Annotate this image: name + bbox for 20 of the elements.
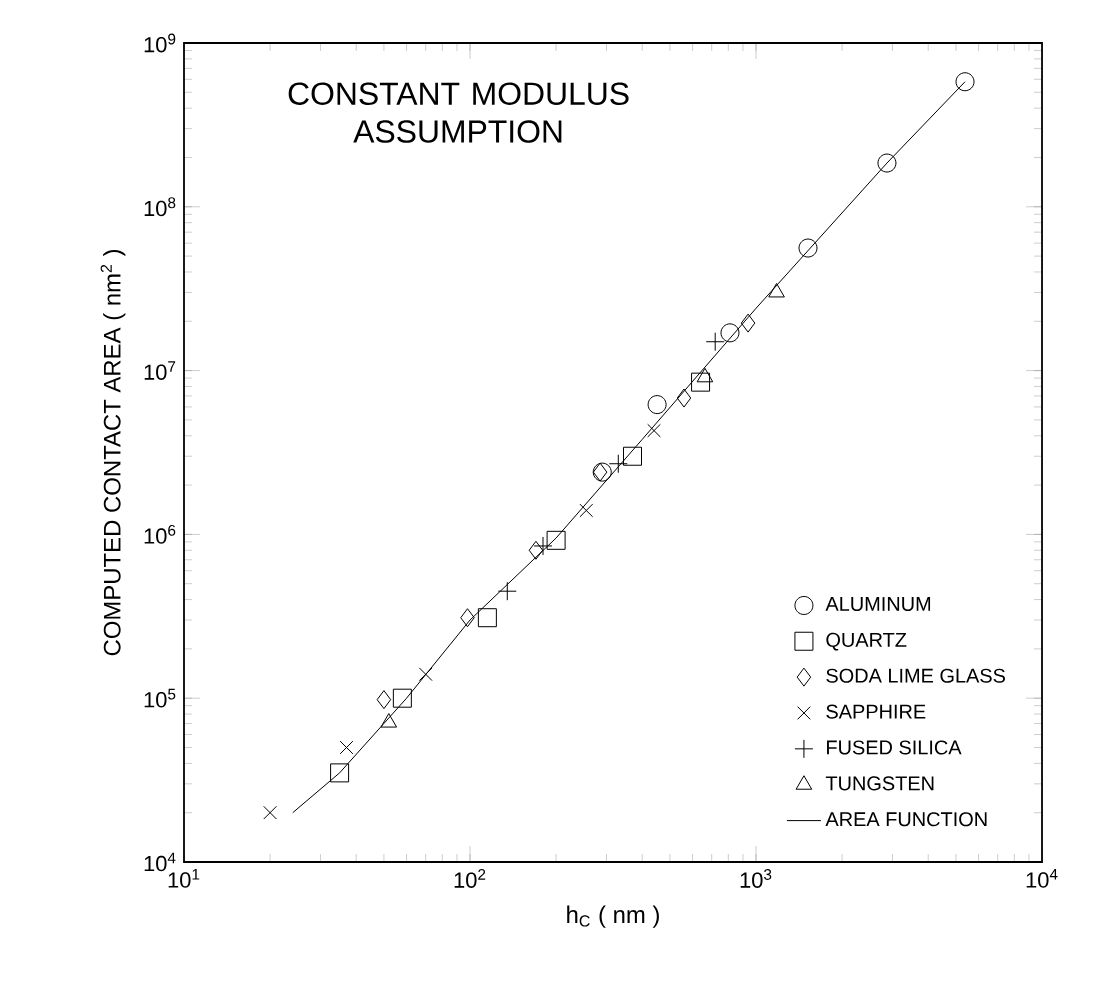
y-tick-label: 10$^{5}$ <box>144 688 176 708</box>
y-tick-label: 10$^{8}$ <box>144 197 176 217</box>
legend-label: FUSED SILICA <box>827 740 962 755</box>
text: CONSTANT MODULUS ASSUMPTION <box>288 82 629 143</box>
legend-label: ALUMINUM <box>825 597 931 612</box>
legend-label: AREA FUNCTION <box>825 812 987 827</box>
legend-label: QUARTZ <box>826 632 907 651</box>
y-tick-label: 10$^{9}$ <box>144 33 176 53</box>
legend-label: SAPPHIRE <box>826 704 926 719</box>
y-tick-label: 10$^{7}$ <box>144 361 176 380</box>
x-tick-label: 10$^{3}$ <box>740 869 772 888</box>
x-tick-label: 10$^{2}$ <box>454 869 486 888</box>
x-axis-title: h$_{C}$ ( nm ) <box>567 905 659 928</box>
y-tick-label: 10$^{4}$ <box>144 852 176 872</box>
x-tick-label: 10$^{4}$ <box>1026 869 1058 888</box>
y-tick-label: 10$^{6}$ <box>144 524 176 544</box>
x-tick-label: 10$^{1}$ <box>168 869 200 888</box>
y-axis-title: COMPUTED CONTACT AREA ( nm$^{2}$ ) <box>100 250 126 656</box>
legend-label: SODA LIME GLASS <box>826 668 1005 683</box>
legend-label: TUNGSTEN <box>825 776 934 791</box>
